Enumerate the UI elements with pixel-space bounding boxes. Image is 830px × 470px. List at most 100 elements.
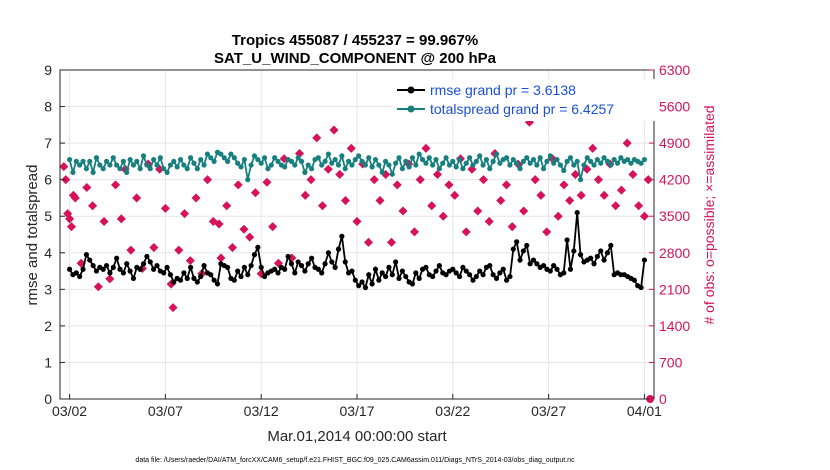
obs-assimilated-marker — [227, 243, 237, 253]
totalspread-marker — [372, 156, 379, 163]
totalspread-marker — [322, 158, 328, 164]
y2-tick-label: 1400 — [659, 318, 690, 334]
rmse-marker — [309, 255, 315, 261]
totalspread-marker — [224, 158, 231, 164]
obs-assimilated-marker — [507, 222, 517, 232]
y2-tick-label: 0 — [659, 391, 667, 407]
totalspread-marker — [171, 158, 177, 164]
totalspread-marker — [114, 162, 120, 168]
rmse-marker — [248, 262, 254, 269]
totalspread-marker — [551, 160, 557, 166]
totalspread-marker — [100, 166, 106, 172]
rmse-marker — [255, 244, 261, 250]
totalspread-marker — [591, 162, 597, 168]
rmse-marker — [117, 266, 123, 272]
rmse-marker — [540, 262, 547, 269]
rmse-marker — [547, 268, 553, 274]
chart-subtitle: SAT_U_WIND_COMPONENT @ 200 hPa — [214, 50, 497, 67]
totalspread-marker — [567, 155, 574, 161]
totalspread-marker — [423, 160, 429, 166]
totalspread-marker — [487, 166, 493, 172]
totalspread-marker — [201, 162, 207, 168]
totalspread-marker — [177, 156, 184, 163]
obs-assimilated-marker — [323, 164, 333, 174]
totalspread-marker — [389, 171, 395, 177]
totalspread-marker — [564, 158, 570, 164]
totalspread-marker — [164, 169, 170, 175]
totalspread-marker — [288, 158, 295, 164]
rmse-marker — [251, 252, 258, 258]
rmse-marker — [588, 255, 594, 261]
totalspread-marker — [386, 162, 392, 168]
totalspread-marker — [480, 162, 486, 168]
y-tick-label: 7 — [44, 135, 52, 151]
totalspread-marker — [430, 162, 436, 168]
rmse-marker — [90, 262, 96, 269]
totalspread-marker — [295, 155, 301, 161]
totalspread-marker — [588, 158, 594, 164]
totalspread-marker — [419, 156, 426, 163]
rmse-marker — [389, 272, 395, 278]
totalspread-marker — [80, 158, 86, 164]
totalspread-marker — [547, 153, 553, 159]
rmse-marker — [275, 270, 281, 276]
totalspread-marker — [154, 162, 160, 168]
totalspread-marker — [581, 162, 587, 168]
x-tick-label: 03/27 — [531, 403, 566, 419]
totalspread-marker — [413, 162, 419, 168]
y2-tick-label: 6300 — [659, 62, 690, 78]
totalspread-marker — [557, 162, 563, 168]
totalspread-marker — [362, 162, 369, 168]
rmse-marker — [298, 262, 305, 269]
totalspread-marker — [238, 164, 244, 170]
totalspread-marker — [272, 155, 278, 161]
totalspread-marker — [167, 162, 174, 168]
totalspread-marker — [510, 156, 516, 163]
totalspread-marker — [103, 158, 110, 164]
totalspread-marker — [335, 162, 342, 168]
rmse-marker — [127, 268, 133, 274]
rmse-marker — [564, 237, 570, 243]
legend-spread-marker — [407, 105, 415, 113]
rmse-marker — [167, 272, 174, 278]
totalspread-marker — [221, 155, 227, 161]
y-tick-label: 5 — [44, 208, 52, 224]
totalspread-marker — [251, 153, 258, 159]
rmse-marker — [130, 275, 137, 281]
rmse-marker — [409, 281, 416, 287]
rmse-marker — [594, 253, 600, 260]
rmse-marker — [608, 242, 614, 249]
rmse-marker — [124, 261, 130, 267]
rmse-marker — [356, 283, 362, 289]
obs-assimilated-marker — [111, 180, 121, 190]
rmse-marker — [151, 266, 157, 272]
totalspread-marker — [467, 155, 473, 161]
totalspread-marker — [147, 166, 153, 172]
totalspread-marker — [87, 158, 93, 164]
rmse-marker — [430, 273, 436, 280]
rmse-marker — [201, 262, 207, 269]
rmse-marker — [235, 268, 241, 274]
rmse-marker — [359, 279, 365, 285]
totalspread-marker — [396, 155, 402, 161]
rmse-marker — [524, 242, 530, 249]
totalspread-marker — [463, 160, 469, 166]
totalspread-marker — [198, 156, 204, 163]
totalspread-marker — [577, 177, 584, 183]
obs-assimilated-marker — [149, 243, 159, 253]
obs-assimilated-marker — [180, 209, 190, 219]
totalspread-marker — [157, 155, 163, 161]
rmse-marker — [598, 248, 604, 254]
obs-assimilated-marker — [245, 232, 255, 242]
totalspread-marker — [470, 162, 476, 168]
totalspread-marker — [356, 153, 362, 159]
totalspread-marker — [456, 156, 463, 163]
rmse-marker — [534, 261, 540, 267]
rmse-marker — [154, 262, 160, 269]
rmse-marker — [103, 262, 110, 269]
totalspread-marker — [450, 158, 456, 164]
rmse-marker — [349, 268, 355, 274]
rmse-marker — [507, 273, 513, 280]
rmse-marker — [477, 268, 483, 274]
